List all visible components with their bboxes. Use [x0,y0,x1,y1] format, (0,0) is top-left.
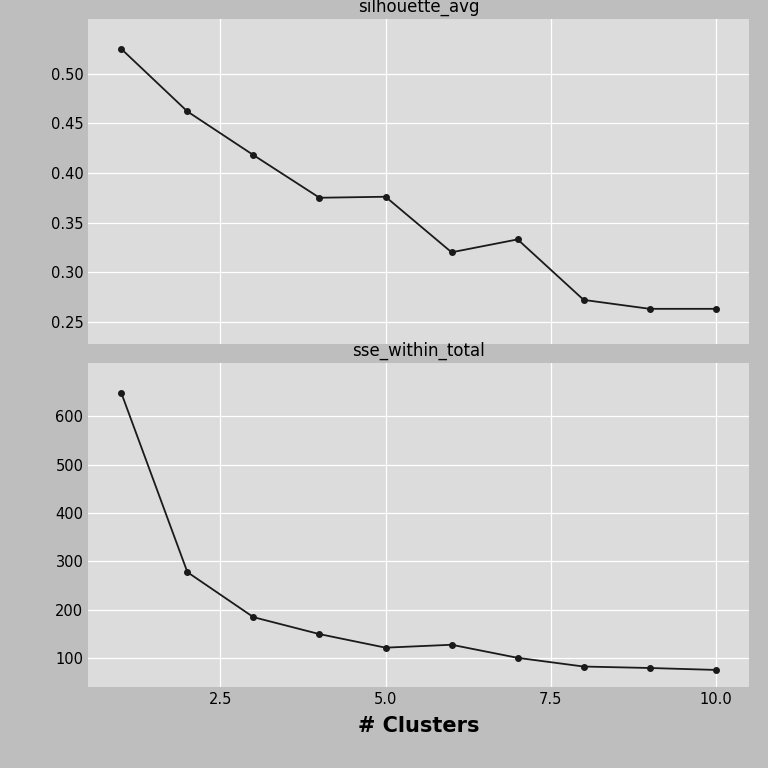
X-axis label: # Clusters: # Clusters [358,716,479,736]
Text: sse_within_total: sse_within_total [353,342,485,360]
Text: silhouette_avg: silhouette_avg [358,0,479,16]
